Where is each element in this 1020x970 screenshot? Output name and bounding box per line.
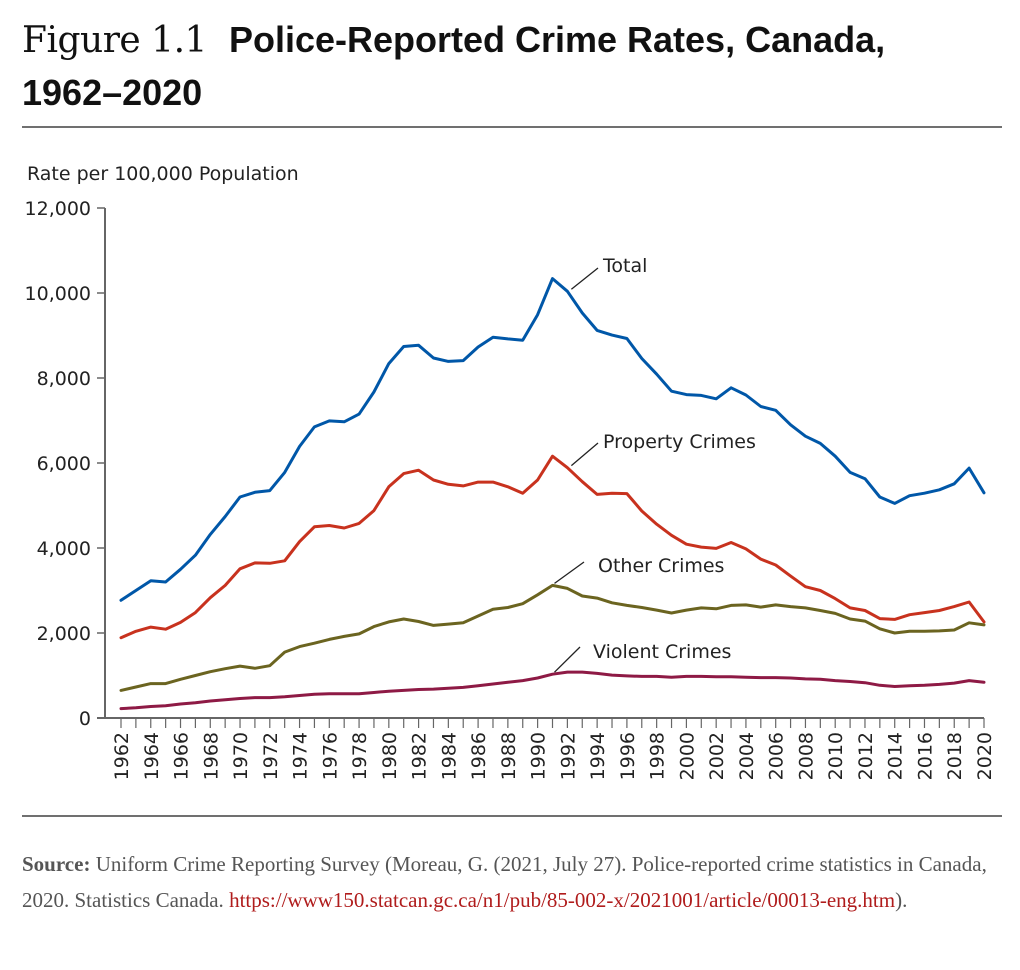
source-note: Source: Uniform Crime Reporting Survey (… [22, 846, 1002, 918]
y-tick-label: 4,000 [37, 538, 91, 560]
x-tick-label: 2004 [736, 732, 758, 780]
x-tick-label: 1988 [498, 732, 520, 780]
x-tick-label: 2010 [825, 732, 847, 780]
x-tick-label: 2020 [974, 732, 996, 780]
line-chart: Rate per 100,000 Population 0 2,000 4,000 6… [25, 163, 996, 780]
x-tick-label: 1970 [230, 732, 252, 780]
series-line-other [119, 583, 986, 692]
x-tick-label: 1994 [587, 732, 609, 780]
y-tick-label: 8,000 [37, 368, 91, 390]
source-text: Uniform Crime Reporting Survey (Moreau, … [22, 852, 987, 912]
source-tail: ). [895, 888, 908, 912]
series-lines [119, 277, 986, 711]
series-label-other: Other Crimes [598, 555, 724, 577]
series-label-total: Total [602, 255, 647, 277]
series-label-violent: Violent Crimes [593, 641, 731, 663]
source-label: Source: [22, 852, 91, 876]
series-label-property: Property Crimes [603, 431, 756, 453]
leader-line-other [554, 561, 585, 584]
x-tick-label: 2018 [944, 732, 966, 780]
x-tick-label: 1984 [438, 732, 460, 780]
x-tick-label: 1980 [379, 732, 401, 780]
y-tick-label: 0 [79, 708, 91, 730]
x-tick-label: 1982 [409, 732, 431, 780]
x-tick-label: 1968 [200, 732, 222, 780]
x-tick-label: 1966 [171, 732, 193, 780]
x-tick-label: 1972 [260, 732, 282, 780]
x-tick-label: 1990 [528, 732, 550, 780]
x-tick-label: 1976 [319, 732, 341, 780]
x-tick-label: 2016 [914, 732, 936, 780]
series-line-violent [119, 670, 986, 711]
x-tick-label: 1986 [468, 732, 490, 780]
x-tick-label: 2014 [885, 732, 907, 780]
x-tick-label: 2000 [676, 732, 698, 780]
x-tick-label: 1996 [617, 732, 639, 780]
leader-line-property [570, 442, 599, 467]
x-tick-label: 1964 [141, 732, 163, 780]
y-tick-label: 6,000 [37, 453, 91, 475]
x-tick-label: 1992 [557, 732, 579, 780]
leader-line-violent [554, 646, 581, 673]
x-tick-label: 2002 [706, 732, 728, 780]
x-tick-label: 1962 [111, 732, 133, 780]
x-tick-label: 2008 [795, 732, 817, 780]
x-tick-label: 1978 [349, 732, 371, 780]
series-labels: Total Property Crimes Other Crimes Violent … [554, 255, 756, 673]
y-tick-label: 12,000 [25, 198, 91, 220]
figure-number: Figure 1.1 [22, 20, 207, 61]
y-axis-title: Rate per 100,000 Population [27, 163, 299, 185]
source-link[interactable]: https://www150.statcan.gc.ca/n1/pub/85-0… [229, 888, 896, 912]
x-tick-label: 1974 [290, 732, 312, 780]
x-tick-label: 2012 [855, 732, 877, 780]
figure-title: Figure 1.1 Police-Reported Crime Rates, C… [22, 14, 1002, 119]
x-tick-label: 2006 [766, 732, 788, 780]
figure-title-years: 1962–2020 [22, 72, 203, 113]
bottom-divider [22, 815, 1002, 817]
x-tick-label: 1998 [647, 732, 669, 780]
series-line-property [119, 454, 986, 640]
series-line-total [119, 277, 986, 602]
y-tick-label: 2,000 [37, 623, 91, 645]
axes: 0 2,000 4,000 6,000 8,000 10,000 12,000 1962 196… [25, 198, 996, 780]
top-divider [22, 126, 1002, 128]
figure-title-text: Police-Reported Crime Rates, Canada, [228, 19, 886, 60]
leader-line-total [570, 267, 599, 290]
y-tick-label: 10,000 [25, 283, 91, 305]
